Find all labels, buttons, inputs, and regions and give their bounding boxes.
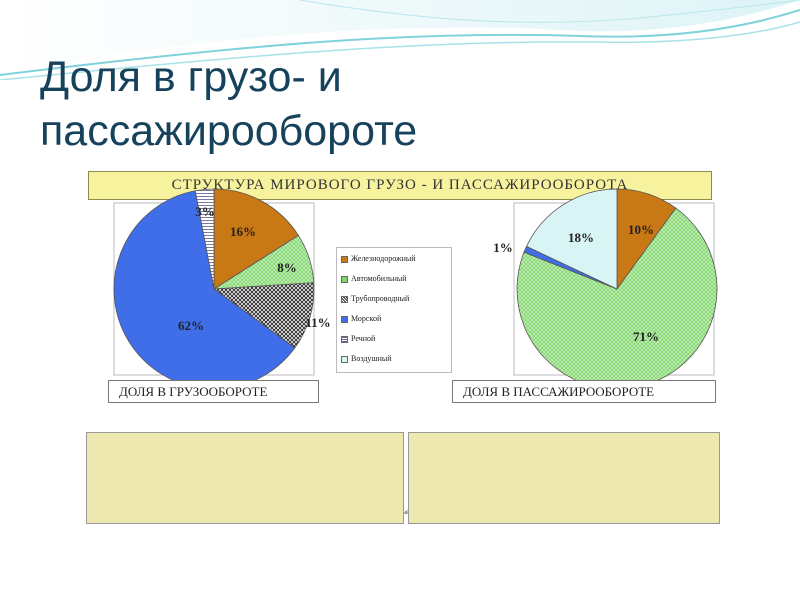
legend-swatch bbox=[341, 315, 348, 323]
legend-label: Морской bbox=[351, 314, 382, 323]
legend-label: Речной bbox=[351, 334, 376, 343]
passenger-country-panel bbox=[408, 432, 720, 524]
data-label-речной: 3% bbox=[195, 204, 215, 219]
legend-swatch bbox=[341, 355, 348, 363]
passenger-caption: ДОЛЯ В ПАССАЖИРООБОРОТЕ bbox=[452, 380, 716, 403]
legend-label: Железнодорожный bbox=[351, 254, 416, 263]
legend-label: Воздушный bbox=[351, 354, 392, 363]
pie-slice-речной bbox=[194, 188, 215, 290]
data-label-железнодорожный: 16% bbox=[230, 224, 256, 239]
legend-item-воздушный: Воздушный bbox=[341, 353, 392, 365]
passenger-pie-chart: 10% 71% 1% 18% bbox=[493, 188, 718, 390]
freight-country-panel bbox=[86, 432, 404, 524]
data-label-морской: 62% bbox=[178, 318, 204, 333]
data-label-железнодорожный: 10% bbox=[628, 222, 654, 237]
pie-legend: Железнодорожный Автомобильный Трубопроводн… bbox=[336, 247, 452, 373]
legend-label: Трубопроводный bbox=[351, 294, 410, 303]
freight-pie-chart: 16% 8% 11% 62% 3% bbox=[113, 188, 331, 390]
legend-swatch bbox=[341, 335, 348, 343]
decorative-waves bbox=[0, 0, 800, 80]
pie-slice-трубопроводный bbox=[212, 282, 315, 349]
pie-slice-воздушный bbox=[525, 188, 618, 290]
page-title: Доля в грузо- и пассажирообороте bbox=[40, 53, 418, 155]
legend-item-трубопроводный: Трубопроводный bbox=[341, 293, 409, 305]
legend-swatch bbox=[341, 295, 348, 303]
data-label-морской: 1% bbox=[493, 240, 513, 255]
data-label-воздушный: 18% bbox=[568, 230, 594, 245]
data-label-трубопроводный: 11% bbox=[305, 315, 330, 330]
legend-item-речной: Речной bbox=[341, 333, 375, 345]
pie-slice-железнодорожный bbox=[213, 188, 299, 290]
legend-item-морской: Морской bbox=[341, 313, 381, 325]
legend-swatch bbox=[341, 255, 348, 263]
legend-swatch bbox=[341, 275, 348, 283]
legend-item-автомобильный: Автомобильный bbox=[341, 273, 407, 285]
data-label-автомобильный: 71% bbox=[633, 329, 659, 344]
data-label-автомобильный: 8% bbox=[277, 260, 297, 275]
freight-caption: ДОЛЯ В ГРУЗООБОРОТЕ bbox=[108, 380, 319, 403]
legend-item-железнодорожный: Железнодорожный bbox=[341, 253, 416, 265]
legend-label: Автомобильный bbox=[351, 274, 407, 283]
